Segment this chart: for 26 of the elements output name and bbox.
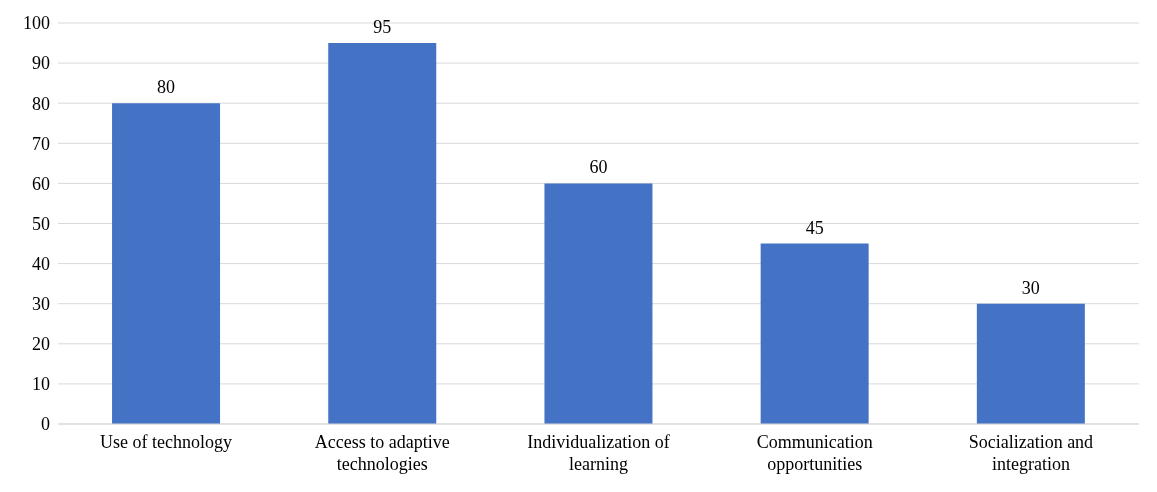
data-label: 30: [1021, 277, 1040, 298]
data-label: 95: [373, 17, 392, 38]
y-tick-label: 100: [23, 13, 50, 34]
x-tick-label: Access to adaptive technologies: [314, 432, 450, 474]
bar: [544, 183, 653, 424]
y-tick-label: 0: [41, 414, 50, 435]
y-tick-label: 70: [32, 133, 50, 154]
data-label: 45: [805, 217, 824, 238]
x-tick-label: Communication opportunities: [756, 432, 873, 474]
x-tick-label: Socialization and integration: [968, 432, 1094, 474]
y-tick-label: 90: [32, 53, 50, 74]
bar: [328, 43, 437, 424]
data-label: 60: [589, 157, 608, 178]
bar: [112, 103, 221, 424]
y-tick-label: 30: [32, 294, 50, 315]
bar: [976, 303, 1085, 424]
y-tick-label: 10: [32, 374, 50, 395]
y-tick-label: 80: [32, 93, 50, 114]
y-tick-label: 60: [32, 173, 50, 194]
y-tick-label: 40: [32, 253, 50, 274]
y-tick-label: 50: [32, 213, 50, 234]
x-tick-label: Use of technology: [100, 432, 233, 452]
data-label: 80: [157, 77, 176, 98]
bar: [760, 243, 869, 424]
y-tick-label: 20: [32, 334, 50, 355]
x-tick-label: Individualization of learning: [527, 432, 670, 474]
